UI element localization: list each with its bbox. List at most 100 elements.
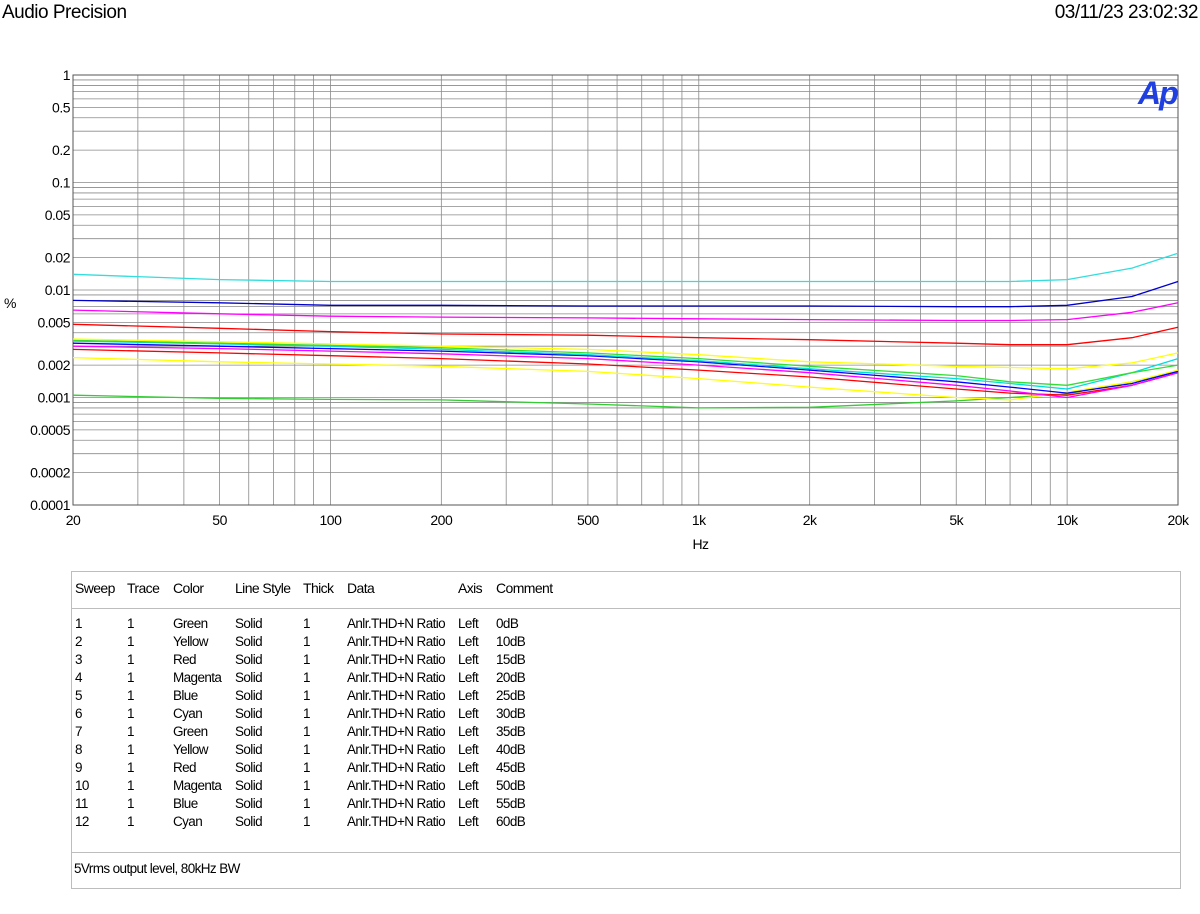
- trace-30dB: [72, 340, 1179, 390]
- comment-text: 5Vrms output level, 80kHz BW: [74, 861, 240, 876]
- chart-grid: [72, 74, 1179, 506]
- legend-cell-line-style: Solid: [235, 778, 263, 793]
- legend-cell-sweep: 2: [75, 634, 83, 649]
- legend-cell-thick: 1: [303, 616, 311, 631]
- legend-cell-data: Anlr.THD+N Ratio: [347, 706, 446, 721]
- legend-cell-color: Magenta: [173, 778, 222, 793]
- legend-cell-trace: 1: [127, 616, 135, 631]
- legend-cell-trace: 1: [127, 634, 135, 649]
- chart-axis-labels: 20 50 100 200 500 1k 2k 5k 10k 20k 1 0.5 0.2 0.1 0.05 0…: [4, 67, 1191, 552]
- legend-cell-line-style: Solid: [235, 796, 263, 811]
- trace-60dB: [72, 252, 1179, 283]
- legend-cell-line-style: Solid: [235, 742, 263, 757]
- legend-cell-line-style: Solid: [235, 634, 263, 649]
- chart-traces: [72, 252, 1179, 409]
- legend-cell-sweep: 12: [75, 814, 89, 829]
- legend-header-color: Color: [173, 580, 204, 596]
- legend-cell-axis: Left: [458, 634, 479, 649]
- legend-cell-thick: 1: [303, 670, 311, 685]
- legend-cell-axis: Left: [458, 724, 479, 739]
- legend-cell-trace: 1: [127, 814, 135, 829]
- x-tick-label: 5k: [949, 512, 964, 528]
- legend-cell-axis: Left: [458, 688, 479, 703]
- comment-box: 5Vrms output level, 80kHz BW: [71, 852, 1181, 889]
- legend-cell-comment: 35dB: [496, 724, 526, 739]
- legend-cell-data: Anlr.THD+N Ratio: [347, 796, 446, 811]
- legend-cell-thick: 1: [303, 724, 311, 739]
- y-tick-label: 0.1: [52, 175, 71, 191]
- legend-header-trace: Trace: [127, 580, 160, 596]
- legend-cell-data: Anlr.THD+N Ratio: [347, 814, 446, 829]
- legend-cell-line-style: Solid: [235, 652, 263, 667]
- legend-cell-sweep: 3: [75, 652, 83, 667]
- legend-cell-thick: 1: [303, 706, 311, 721]
- trace-10dB: [72, 356, 1179, 401]
- y-tick-label: 1: [63, 67, 71, 83]
- y-tick-label: 0.001: [37, 390, 70, 406]
- legend-cell-color: Cyan: [173, 814, 203, 829]
- legend-header-axis: Axis: [458, 580, 483, 596]
- trace-15dB: [72, 348, 1179, 396]
- legend-cell-line-style: Solid: [235, 760, 263, 775]
- legend-cell-data: Anlr.THD+N Ratio: [347, 652, 446, 667]
- trace-35dB: [72, 339, 1179, 386]
- legend-cell-comment: 55dB: [496, 796, 526, 811]
- legend-cell-color: Red: [173, 652, 197, 667]
- legend-cell-trace: 1: [127, 688, 135, 703]
- x-tick-label: 500: [577, 512, 600, 528]
- trace-25dB: [72, 342, 1179, 394]
- trace-40dB: [72, 338, 1179, 370]
- x-tick-label: 20k: [1167, 512, 1190, 528]
- legend-cell-comment: 15dB: [496, 652, 526, 667]
- legend-cell-axis: Left: [458, 706, 479, 721]
- y-tick-label: 0.01: [45, 282, 71, 298]
- y-tick-label: 0.05: [45, 207, 71, 223]
- legend-cell-data: Anlr.THD+N Ratio: [347, 778, 446, 793]
- legend-cell-trace: 1: [127, 652, 135, 667]
- legend-cell-data: Anlr.THD+N Ratio: [347, 742, 446, 757]
- x-tick-label: 50: [212, 512, 227, 528]
- legend-cell-trace: 1: [127, 670, 135, 685]
- legend-cell-thick: 1: [303, 760, 311, 775]
- legend-cell-line-style: Solid: [235, 616, 263, 631]
- legend-cell-line-style: Solid: [235, 706, 263, 721]
- legend-cell-line-style: Solid: [235, 724, 263, 739]
- legend-cell-thick: 1: [303, 742, 311, 757]
- legend-cell-color: Magenta: [173, 670, 222, 685]
- trace-45dB: [72, 323, 1179, 346]
- legend-cell-line-style: Solid: [235, 688, 263, 703]
- legend-cell-color: Green: [173, 616, 208, 631]
- y-tick-label: 0.5: [52, 99, 71, 115]
- legend-cell-sweep: 6: [75, 706, 83, 721]
- legend-cell-sweep: 10: [75, 778, 89, 793]
- legend-cell-thick: 1: [303, 634, 311, 649]
- legend-cell-data: Anlr.THD+N Ratio: [347, 688, 446, 703]
- legend-cell-trace: 1: [127, 760, 135, 775]
- legend-cell-sweep: 1: [75, 616, 83, 631]
- legend-cell-comment: 60dB: [496, 814, 526, 829]
- legend-cell-comment: 10dB: [496, 634, 526, 649]
- legend-cell-axis: Left: [458, 742, 479, 757]
- legend-cell-axis: Left: [458, 796, 479, 811]
- legend-cell-thick: 1: [303, 778, 311, 793]
- legend-cell-data: Anlr.THD+N Ratio: [347, 724, 446, 739]
- legend-cell-axis: Left: [458, 814, 479, 829]
- legend-cell-axis: Left: [458, 616, 479, 631]
- legend-cell-comment: 0dB: [496, 616, 519, 631]
- legend-cell-data: Anlr.THD+N Ratio: [347, 760, 446, 775]
- legend-cell-trace: 1: [127, 724, 135, 739]
- thd-n-chart: 20 50 100 200 500 1k 2k 5k 10k 20k 1 0.5 0.2 0.1 0.05 0…: [4, 67, 1191, 552]
- x-axis-label: Hz: [692, 536, 709, 552]
- legend-cell-sweep: 4: [75, 670, 83, 685]
- legend-cell-color: Blue: [173, 796, 198, 811]
- legend-cell-trace: 1: [127, 706, 135, 721]
- legend-header-data: Data: [347, 580, 375, 596]
- legend-cell-trace: 1: [127, 742, 135, 757]
- y-tick-label: 0.0002: [30, 465, 71, 481]
- legend-cell-color: Green: [173, 724, 208, 739]
- y-tick-label: 0.005: [37, 314, 70, 330]
- legend-cell-axis: Left: [458, 778, 479, 793]
- legend-cell-comment: 50dB: [496, 778, 526, 793]
- legend-cell-trace: 1: [127, 796, 135, 811]
- x-tick-label: 20: [66, 512, 81, 528]
